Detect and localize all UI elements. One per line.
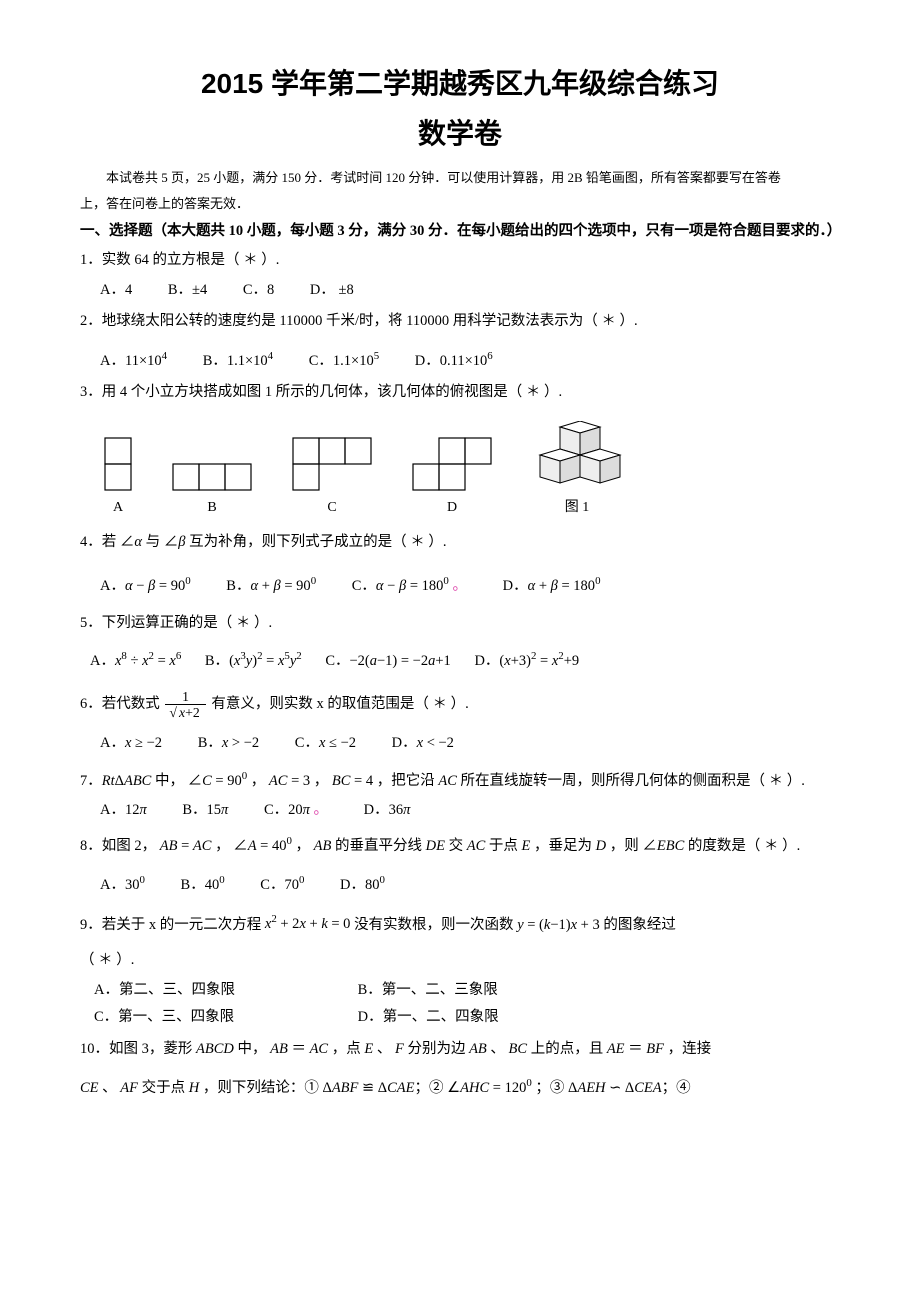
question-6: 6．若代数式 1x+2 有意义，则实数 x 的取值范围是（ ＊ ）. A．x ≥… (80, 689, 840, 758)
q9-opt-c: C．第一、三、四象限 (94, 1004, 354, 1032)
q3-label-c: C (327, 495, 336, 522)
q9-options: A．第二、三、四象限 B．第一、二、三象限 C．第一、三、四象限 D．第一、二、… (94, 977, 840, 1032)
q8-options: A．300 B．400 C．700 D．800 (100, 870, 840, 899)
q1-opt-a: A．4 (100, 277, 132, 305)
q7-opt-a: A．12π (100, 797, 147, 825)
question-9: 9．若关于 x 的一元二次方程 x2 + 2x + k = 0 没有实数根，则一… (80, 910, 840, 1032)
section-heading: 一、选择题（本大题共 10 小题，每小题 3 分，满分 30 分．在每小题给出的… (80, 221, 840, 243)
q1-opt-b: B．±4 (168, 277, 207, 305)
q1-opt-d: D． ±8 (310, 277, 354, 305)
q8-opt-b: B．400 (181, 870, 225, 899)
q2-opt-d: D．0.11×106 (415, 346, 493, 375)
q7-opt-b: B．15π (182, 797, 228, 825)
q4-opt-b: B．α + β = 900 (226, 571, 316, 600)
q6-stem: 6．若代数式 1x+2 有意义，则实数 x 的取值范围是（ ＊ ）. (80, 696, 469, 712)
q4-opt-c: C．α − β = 1800 。 (352, 571, 467, 600)
diagram-3d-cubes (532, 421, 622, 491)
q10-stem-line2: CE 、 AF 交于点 H ，则下列结论：① ΔABF ≌ ΔCAE；② ∠AH… (80, 1073, 840, 1102)
q5-opt-c: C．−2(a−1) = −2a+1 (325, 648, 451, 676)
question-8: 8．如图 2， AB = AC ， ∠A = 400 ， AB 的垂直平分线 D… (80, 831, 840, 900)
diagram-option-b (172, 463, 252, 491)
diagram-option-a (104, 437, 132, 491)
q2-options: A．11×104 B．1.1×104 C．1.1×105 D．0.11×106 (100, 346, 840, 375)
q7-opt-c: C．20π 。 (264, 797, 328, 825)
q2-opt-c: C．1.1×105 (309, 346, 379, 375)
diagram-option-c (292, 437, 372, 491)
q5-opt-a: A．x8 ÷ x2 = x6 (90, 646, 181, 675)
q8-opt-c: C．700 (260, 870, 304, 899)
q5-opt-b: B．(x3y)2 = x5y2 (205, 646, 302, 675)
q2-opt-a: A．11×104 (100, 346, 167, 375)
question-1: 1．实数 64 的立方根是（ ＊ ）. A．4 B．±4 C．8 D． ±8 (80, 247, 840, 304)
q10-stem-line1: 10．如图 3，菱形 ABCD 中， AB ＝ AC ，点 E 、 F 分别为边… (80, 1041, 711, 1057)
question-7: 7．RtΔABC 中， ∠C = 900 ， AC = 3 ， BC = 4 ，… (80, 766, 840, 825)
q4-stem: 4．若 ∠α 与 ∠β 互为补角，则下列式子成立的是（ ＊ ）. (80, 534, 446, 550)
q3-fig-a: A (104, 437, 132, 522)
q7-stem: 7．RtΔABC 中， ∠C = 900 ， AC = 3 ， BC = 4 ，… (80, 773, 805, 789)
question-4: 4．若 ∠α 与 ∠β 互为补角，则下列式子成立的是（ ＊ ）. A．α − β… (80, 529, 840, 600)
q6-opt-b: B．x > −2 (198, 730, 259, 758)
q3-stem: 3．用 4 个小立方块搭成如图 1 所示的几何体，该几何体的俯视图是（ ＊ ）. (80, 384, 562, 400)
instructions-line: 上，答在问卷上的答案无效． (80, 193, 840, 215)
q3-label-fig: 图 1 (565, 495, 590, 522)
q5-options: A．x8 ÷ x2 = x6 B．(x3y)2 = x5y2 C．−2(a−1)… (90, 646, 840, 675)
q8-stem: 8．如图 2， AB = AC ， ∠A = 400 ， AB 的垂直平分线 D… (80, 838, 800, 854)
q7-options: A．12π B．15π C．20π 。 D．36π (100, 797, 840, 825)
q3-fig-c: C (292, 437, 372, 522)
q2-stem: 2．地球绕太阳公转的速度约是 110000 千米/时，将 110000 用科学记… (80, 313, 638, 329)
q6-opt-a: A．x ≥ −2 (100, 730, 162, 758)
q9-opt-a: A．第二、三、四象限 (94, 977, 354, 1005)
q3-fig-3d: 图 1 (532, 421, 622, 522)
q6-options: A．x ≥ −2 B．x > −2 C．x ≤ −2 D．x < −2 (100, 730, 840, 758)
q4-opt-d: D．α + β = 1800 (503, 571, 601, 600)
question-3: 3．用 4 个小立方块搭成如图 1 所示的几何体，该几何体的俯视图是（ ＊ ）.… (80, 379, 840, 521)
q3-fig-b: B (172, 463, 252, 522)
q8-opt-d: D．800 (340, 870, 385, 899)
title-main: 2015 学年第二学期越秀区九年级综合练习 (80, 60, 840, 108)
q5-stem: 5．下列运算正确的是（ ＊ ）. (80, 615, 272, 631)
question-10: 10．如图 3，菱形 ABCD 中， AB ＝ AC ，点 E 、 F 分别为边… (80, 1036, 840, 1103)
question-2: 2．地球绕太阳公转的速度约是 110000 千米/时，将 110000 用科学记… (80, 308, 840, 375)
q6-opt-d: D．x < −2 (392, 730, 454, 758)
q5-opt-d: D．(x+3)2 = x2+9 (474, 646, 579, 675)
diagram-option-d (412, 437, 492, 491)
q3-label-b: B (207, 495, 216, 522)
q1-stem: 1．实数 64 的立方根是（ ＊ ）. (80, 252, 279, 268)
q1-opt-c: C．8 (243, 277, 274, 305)
q4-opt-a: A．α − β = 900 (100, 571, 191, 600)
q3-label-d: D (447, 495, 457, 522)
instructions-line: 本试卷共 5 页，25 小题，满分 150 分．考试时间 120 分钟．可以使用… (80, 167, 840, 189)
q1-options: A．4 B．±4 C．8 D． ±8 (100, 277, 840, 305)
q9-stem: 9．若关于 x 的一元二次方程 x2 + 2x + k = 0 没有实数根，则一… (80, 916, 676, 932)
q7-opt-d: D．36π (364, 797, 411, 825)
q3-fig-d: D (412, 437, 492, 522)
q9-opt-b: B．第一、二、三象限 (358, 982, 498, 998)
q3-label-a: A (113, 495, 123, 522)
q9-paren: （ ＊ ）. (80, 947, 840, 975)
q2-opt-b: B．1.1×104 (203, 346, 273, 375)
title-sub: 数学卷 (80, 110, 840, 158)
q4-options: A．α − β = 900 B．α + β = 900 C．α − β = 18… (100, 571, 840, 600)
q3-figures: A B C D (104, 421, 840, 522)
q6-opt-c: C．x ≤ −2 (295, 730, 356, 758)
q9-opt-d: D．第一、二、四象限 (358, 1009, 499, 1025)
q8-opt-a: A．300 (100, 870, 145, 899)
question-5: 5．下列运算正确的是（ ＊ ）. A．x8 ÷ x2 = x6 B．(x3y)2… (80, 610, 840, 675)
